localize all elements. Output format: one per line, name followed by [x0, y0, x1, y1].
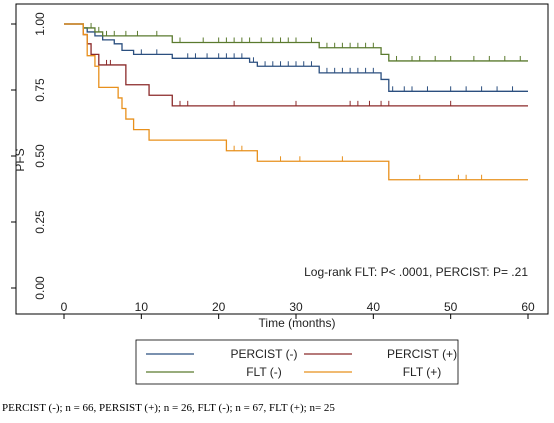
y-tick-label: 0.25: [33, 210, 47, 234]
survival-step-line: [64, 23, 528, 181]
series-flt: [64, 23, 528, 181]
legend-label: PERCIST (+): [387, 347, 457, 361]
x-tick-label: 0: [61, 300, 68, 314]
x-tick-label: 10: [135, 300, 149, 314]
series-percist: [64, 23, 528, 92]
x-tick-label: 40: [367, 300, 381, 314]
axes: 0 10 20 30 40 50 60 0.00 0.25 0.50 0.75 1.00: [11, 12, 535, 319]
y-axis-label: PFS: [13, 148, 27, 171]
series-flt: [64, 22, 528, 62]
legend-box: [135, 339, 459, 385]
legend-label: PERCIST (-): [230, 347, 297, 361]
y-tick-label: 1.00: [33, 12, 47, 36]
figure-caption: PERCIST (-); n = 66, PERSIST (+); n = 26…: [2, 402, 335, 414]
x-axis-label: Time (months): [259, 316, 336, 330]
survival-curves: [64, 22, 528, 181]
legend-label: FLT (-): [246, 365, 282, 379]
y-tick-label: 0.00: [33, 276, 47, 300]
legend: PERCIST (-) PERCIST (+) FLT (-) FLT (+): [135, 339, 459, 385]
y-tick-label: 0.75: [33, 78, 47, 102]
x-tick-label: 50: [444, 300, 458, 314]
x-tick-label: 20: [212, 300, 226, 314]
y-tick-label: 0.50: [33, 144, 47, 168]
x-tick-label: 30: [289, 300, 303, 314]
plot-frame: [15, 3, 549, 315]
legend-label: FLT (+): [403, 365, 442, 379]
x-tick-label: 60: [521, 300, 535, 314]
survival-step-line: [64, 23, 528, 62]
log-rank-annotation: Log-rank FLT: P< .0001, PERCIST: P= .21: [304, 265, 528, 279]
